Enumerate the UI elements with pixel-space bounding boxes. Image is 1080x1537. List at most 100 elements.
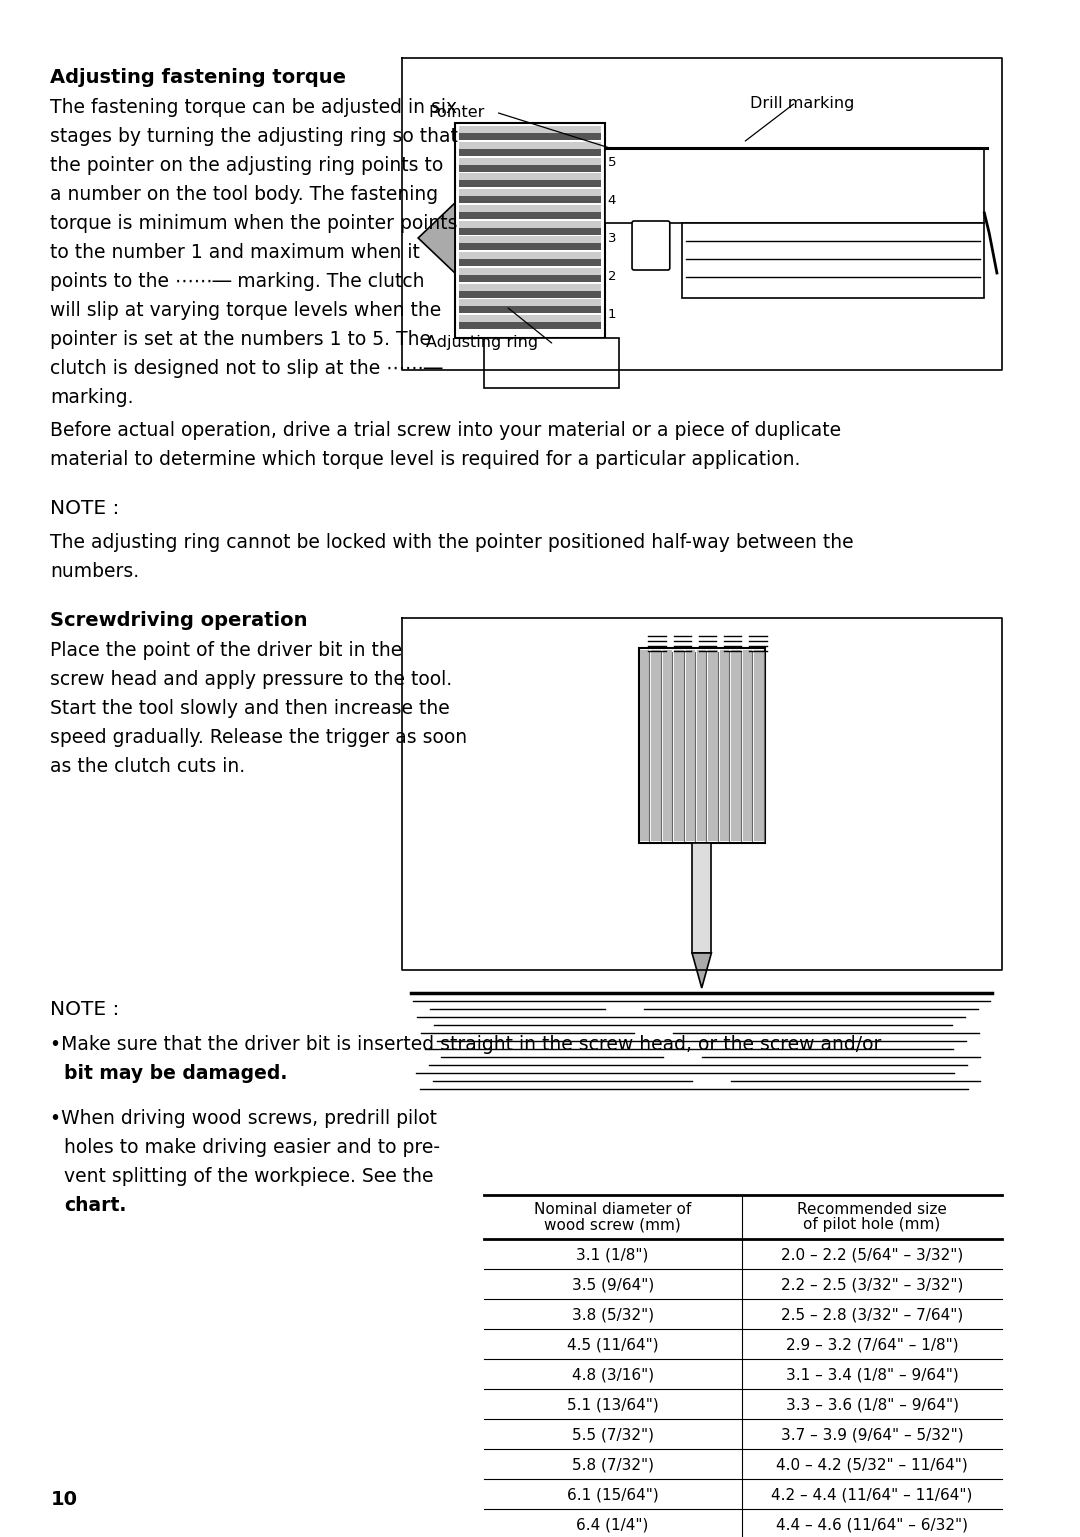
Text: torque is minimum when the pointer points: torque is minimum when the pointer point… [51, 214, 458, 234]
Text: Adjusting fastening torque: Adjusting fastening torque [51, 68, 347, 88]
Bar [459, 237, 602, 243]
Text: material to determine which torque level is required for a particular applicatio: material to determine which torque level… [51, 450, 800, 469]
Text: 2.0 – 2.2 (5/64" – 3/32"): 2.0 – 2.2 (5/64" – 3/32") [781, 1247, 963, 1262]
Bar [459, 180, 602, 188]
Text: holes to make driving easier and to pre-: holes to make driving easier and to pre- [64, 1137, 440, 1157]
Text: Screwdriving operation: Screwdriving operation [51, 612, 308, 630]
Bar [459, 212, 602, 218]
Text: bit may be damaged.: bit may be damaged. [64, 1064, 287, 1084]
Text: 3: 3 [608, 232, 617, 244]
Text: NOTE :: NOTE : [51, 1001, 120, 1019]
Bar [708, 650, 718, 841]
Bar [638, 649, 765, 842]
Text: •Make sure that the driver bit is inserted straight in the screw head, or the sc: •Make sure that the driver bit is insert… [51, 1034, 881, 1054]
Bar [459, 252, 602, 260]
Text: Drill marking: Drill marking [751, 95, 854, 111]
Text: Start the tool slowly and then increase the: Start the tool slowly and then increase … [51, 699, 450, 718]
Bar [683, 223, 984, 298]
Text: 4.8 (3/16"): 4.8 (3/16") [571, 1366, 653, 1382]
Bar [459, 275, 602, 281]
Text: •When driving wood screws, predrill pilot: •When driving wood screws, predrill pilo… [51, 1110, 437, 1128]
Text: 3.1 (1/8"): 3.1 (1/8") [577, 1247, 649, 1262]
Text: Recommended size: Recommended size [797, 1202, 947, 1217]
Bar [459, 204, 602, 212]
Text: speed gradually. Release the trigger as soon: speed gradually. Release the trigger as … [51, 729, 468, 747]
Bar [663, 650, 672, 841]
Bar [459, 267, 602, 275]
Bar [459, 243, 602, 251]
Text: 4.0 – 4.2 (5/32" – 11/64"): 4.0 – 4.2 (5/32" – 11/64") [777, 1457, 968, 1472]
Bar [459, 149, 602, 155]
FancyBboxPatch shape [632, 221, 670, 271]
Text: 2.9 – 3.2 (7/64" – 1/8"): 2.9 – 3.2 (7/64" – 1/8") [786, 1337, 958, 1353]
Text: Nominal diameter of: Nominal diameter of [534, 1202, 691, 1217]
Text: 3.3 – 3.6 (1/8" – 9/64"): 3.3 – 3.6 (1/8" – 9/64") [785, 1397, 959, 1413]
Bar [692, 842, 712, 953]
Bar [754, 650, 764, 841]
Bar [459, 260, 602, 266]
Bar [459, 174, 602, 180]
Bar [674, 650, 684, 841]
Text: 2.2 – 2.5 (3/32" – 3/32"): 2.2 – 2.5 (3/32" – 3/32") [781, 1277, 963, 1293]
Text: 5.8 (7/32"): 5.8 (7/32") [571, 1457, 653, 1472]
Text: The adjusting ring cannot be locked with the pointer positioned half-way between: The adjusting ring cannot be locked with… [51, 533, 854, 552]
Bar [459, 134, 602, 140]
Text: points to the ⋯⋯― marking. The clutch: points to the ⋯⋯― marking. The clutch [51, 272, 424, 290]
Bar [459, 189, 602, 197]
Text: 2.5 – 2.8 (3/32" – 7/64"): 2.5 – 2.8 (3/32" – 7/64") [781, 1306, 963, 1322]
Text: 1: 1 [608, 307, 617, 321]
Text: 3.1 – 3.4 (1/8" – 9/64"): 3.1 – 3.4 (1/8" – 9/64") [785, 1366, 958, 1382]
Text: Adjusting ring: Adjusting ring [426, 335, 538, 350]
Text: of pilot hole (mm): of pilot hole (mm) [804, 1217, 941, 1233]
Text: stages by turning the adjusting ring so that: stages by turning the adjusting ring so … [51, 128, 458, 146]
Text: numbers.: numbers. [51, 563, 139, 581]
Text: 10: 10 [51, 1489, 78, 1509]
Text: wood screw (mm): wood screw (mm) [544, 1217, 681, 1233]
Bar [484, 338, 620, 387]
Bar [459, 227, 602, 235]
Text: NOTE :: NOTE : [51, 500, 120, 518]
Text: 3.7 – 3.9 (9/64" – 5/32"): 3.7 – 3.9 (9/64" – 5/32") [781, 1426, 963, 1442]
Bar [720, 650, 729, 841]
Text: as the clutch cuts in.: as the clutch cuts in. [51, 758, 245, 776]
Text: 4.5 (11/64"): 4.5 (11/64") [567, 1337, 659, 1353]
Bar [459, 221, 602, 227]
Polygon shape [418, 203, 455, 274]
Text: 5.5 (7/32"): 5.5 (7/32") [571, 1426, 653, 1442]
Text: The fastening torque can be adjusted in six: The fastening torque can be adjusted in … [51, 98, 458, 117]
Bar [651, 650, 661, 841]
Text: Place the point of the driver bit in the: Place the point of the driver bit in the [51, 641, 403, 659]
Bar [459, 284, 602, 290]
Bar [743, 650, 753, 841]
Text: 5.1 (13/64"): 5.1 (13/64") [567, 1397, 659, 1413]
Bar [459, 306, 602, 314]
Text: vent splitting of the workpiece. See the: vent splitting of the workpiece. See the [64, 1167, 433, 1187]
Bar [459, 141, 602, 149]
Text: to the number 1 and maximum when it: to the number 1 and maximum when it [51, 243, 420, 261]
Text: Pointer: Pointer [429, 105, 485, 120]
Bar [686, 650, 696, 841]
Text: 6.1 (15/64"): 6.1 (15/64") [567, 1486, 659, 1502]
Text: 3.8 (5/32"): 3.8 (5/32") [571, 1306, 653, 1322]
Text: pointer is set at the numbers 1 to 5. The: pointer is set at the numbers 1 to 5. Th… [51, 330, 431, 349]
Text: 6.4 (1/4"): 6.4 (1/4") [577, 1517, 649, 1532]
Bar [605, 148, 984, 223]
Bar [459, 197, 602, 203]
Bar [455, 123, 605, 338]
Bar [459, 164, 602, 172]
Bar [459, 126, 602, 134]
Text: chart.: chart. [64, 1196, 126, 1216]
Text: a number on the tool body. The fastening: a number on the tool body. The fastening [51, 184, 438, 204]
Text: 2: 2 [608, 271, 617, 283]
Text: the pointer on the adjusting ring points to: the pointer on the adjusting ring points… [51, 155, 444, 175]
Text: marking.: marking. [51, 387, 134, 407]
Bar [459, 323, 602, 329]
Bar [459, 300, 602, 306]
Text: 4.4 – 4.6 (11/64" – 6/32"): 4.4 – 4.6 (11/64" – 6/32") [777, 1517, 968, 1532]
Text: 3.5 (9/64"): 3.5 (9/64") [571, 1277, 653, 1293]
Text: screw head and apply pressure to the tool.: screw head and apply pressure to the too… [51, 670, 453, 689]
Bar [639, 650, 649, 841]
Text: clutch is designed not to slip at the ⋯⋯―: clutch is designed not to slip at the ⋯⋯… [51, 360, 443, 378]
Bar [459, 315, 602, 323]
Bar [459, 157, 602, 164]
